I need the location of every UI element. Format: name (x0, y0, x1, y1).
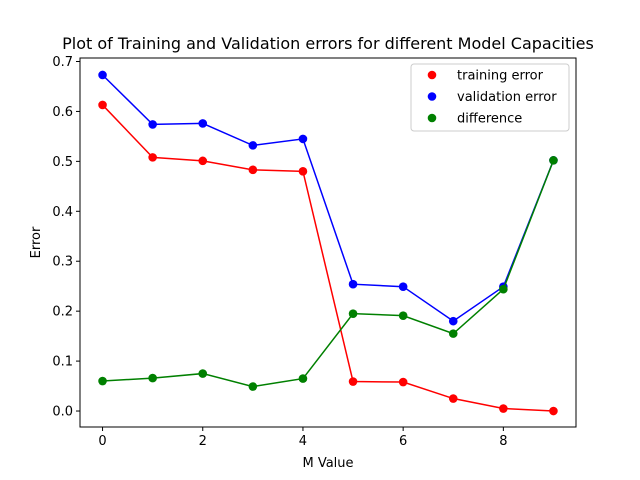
data-point-difference-1 (148, 373, 157, 383)
data-point-difference-7 (448, 329, 458, 338)
y-axis: 0.0 0.1 0.2 0.3 0.4 0.5 0.6 0.7 (52, 55, 80, 420)
data-point-training-error-1 (148, 153, 157, 162)
legend-label-validation-error: validation error (457, 90, 557, 105)
x-axis-label: M Value (302, 456, 353, 471)
legend-marker-difference (427, 113, 437, 123)
data-point-difference-5 (348, 309, 358, 318)
legend: training error validation error difference (410, 63, 570, 132)
data-point-difference-4 (298, 374, 308, 383)
x-tick-label: 0 (98, 434, 106, 449)
data-point-validation-error-4 (298, 134, 308, 144)
data-point-training-error-8 (499, 404, 508, 413)
data-point-validation-error-2 (198, 119, 208, 128)
data-point-validation-error-5 (348, 279, 358, 289)
data-point-training-error-4 (298, 167, 308, 176)
data-point-validation-error-1 (148, 120, 157, 129)
x-tick-label: 8 (499, 434, 507, 449)
x-axis: 0 2 4 6 8 (98, 427, 507, 449)
data-point-difference-3 (248, 382, 258, 391)
series-line-difference (102, 160, 555, 388)
data-point-validation-error-3 (248, 141, 258, 150)
chart-title: Plot of Training and Validation errors f… (62, 34, 594, 53)
data-point-difference-8 (499, 284, 508, 294)
series-line-validation-error (102, 74, 555, 323)
data-point-training-error-6 (398, 377, 408, 387)
data-point-training-error-9 (549, 406, 558, 416)
y-tick-label: 0.5 (52, 155, 73, 170)
data-point-difference-2 (198, 369, 208, 378)
y-tick-label: 0.1 (52, 355, 73, 370)
plot-area (98, 70, 558, 416)
y-tick-label: 0.0 (52, 405, 73, 420)
axes-frame (79, 57, 577, 428)
data-point-training-error-0 (98, 100, 107, 110)
y-tick-label: 0.4 (52, 205, 73, 220)
x-tick-label: 6 (399, 434, 407, 449)
x-tick-label: 4 (299, 434, 307, 449)
data-point-difference-9 (549, 156, 558, 165)
y-tick-label: 0.6 (52, 105, 73, 120)
data-point-difference-6 (398, 311, 408, 320)
data-point-training-error-5 (348, 377, 358, 386)
data-point-difference-0 (98, 376, 107, 386)
data-point-training-error-7 (448, 394, 458, 403)
data-point-validation-error-6 (398, 282, 408, 291)
legend-marker-training-error (427, 70, 437, 80)
data-point-validation-error-7 (448, 316, 458, 326)
series-line-training-error (102, 104, 554, 412)
data-point-training-error-3 (248, 165, 258, 175)
x-tick-label: 2 (199, 434, 207, 449)
legend-box (410, 63, 570, 132)
legend-label-difference: difference (457, 112, 522, 127)
legend-marker-validation-error (427, 92, 437, 101)
data-point-validation-error-0 (98, 70, 107, 80)
data-point-training-error-2 (198, 156, 208, 166)
y-tick-label: 0.3 (52, 255, 73, 270)
y-axis-label: Error (29, 226, 44, 258)
y-tick-label: 0.2 (52, 305, 73, 320)
legend-label-training-error: training error (457, 69, 544, 84)
y-tick-label: 0.7 (52, 55, 73, 70)
